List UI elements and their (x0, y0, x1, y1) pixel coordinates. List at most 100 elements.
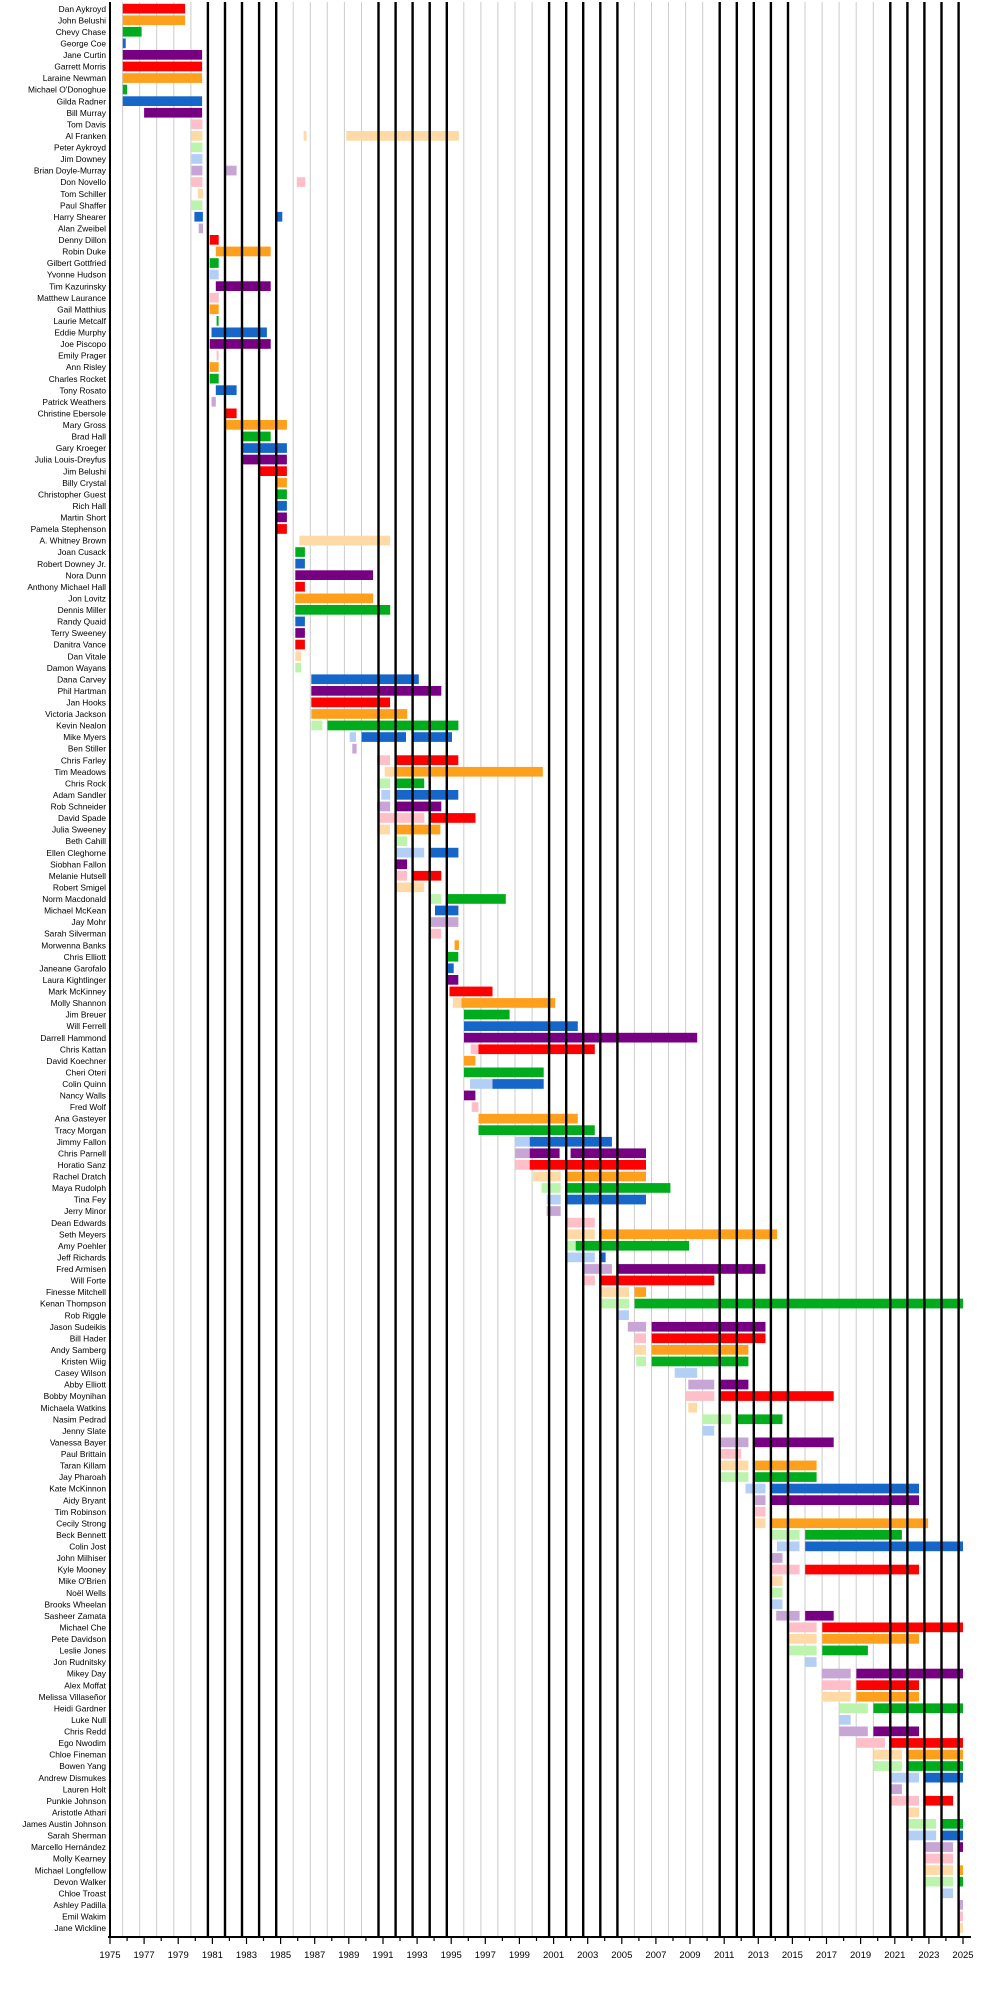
cast-member-label: Garrett Morris (54, 62, 106, 72)
cast-member-label: Gail Matthius (57, 304, 106, 314)
timeline-row: Bobby Moynihan (44, 1391, 834, 1401)
timeline-row: Janeane Garofalo (39, 963, 454, 973)
cast-member-label: Chloe Fineman (49, 1750, 106, 1760)
timeline-row: Jim Breuer (66, 1009, 510, 1020)
cast-member-label: Jim Belushi (63, 466, 106, 476)
axis-tick-label: 2011 (714, 1950, 734, 1961)
tenure-bar (873, 1726, 919, 1737)
cast-member-label: Kyle Mooney (58, 1565, 107, 1575)
cast-member-label: Laurie Metcalf (53, 316, 106, 326)
timeline-row: Victoria Jackson (45, 709, 408, 719)
tenure-bar (412, 870, 442, 881)
cast-member-label: Michael Longfellow (35, 1865, 107, 1875)
cast-member-label: Norm Macdonald (42, 894, 106, 904)
tenure-bar (565, 1217, 595, 1228)
cast-member-label: Casey Wilson (55, 1368, 107, 1378)
timeline-row: Molly Shannon (51, 998, 556, 1008)
tenure-bar (295, 558, 305, 569)
timeline-row: Tony Rosato (59, 385, 237, 395)
tenure-bar (224, 408, 237, 419)
timeline-row: Chris Farley (61, 755, 459, 765)
tenure-bar (958, 1923, 963, 1933)
tenure-bar (191, 177, 203, 187)
tenure-bar (719, 1460, 749, 1471)
timeline-row: Ellen Cleghorne (46, 847, 459, 858)
cast-member-label: David Koechner (46, 1056, 106, 1066)
cast-member-label: Abby Elliott (64, 1380, 107, 1390)
timeline-row: Aidy Bryant (63, 1495, 919, 1505)
cast-member-label: Tony Rosato (59, 385, 106, 395)
timeline-row: Paul Brittain (61, 1449, 742, 1459)
timeline-row: Ben Stiller (68, 744, 357, 754)
tenure-bar (771, 1483, 919, 1494)
timeline-row: Charles Rocket (49, 373, 219, 384)
tenure-bar (627, 1321, 647, 1332)
tenure-bar (839, 1715, 851, 1725)
tenure-bar (907, 1830, 937, 1841)
timeline-row: Ana Gasteyer (55, 1114, 578, 1124)
cast-member-label: Mark McKinney (48, 987, 107, 997)
timeline-row: Alex Moffat (64, 1680, 919, 1690)
cast-member-label: Mikey Day (67, 1669, 107, 1679)
timeline-row: Tina Fey (74, 1194, 646, 1205)
cast-member-label: Yvonne Hudson (47, 270, 106, 280)
timeline-row: Tom Davis (67, 119, 203, 129)
cast-member-label: Nasim Pedrad (53, 1414, 106, 1424)
timeline-row: Seth Meyers (59, 1229, 778, 1240)
cast-member-label: Fred Armisen (56, 1264, 106, 1274)
timeline-row: Jeff Richards (57, 1252, 606, 1263)
axis-tick-label: 2025 (952, 1950, 973, 1961)
tenure-bar (651, 1345, 749, 1355)
tenure-bar (515, 1160, 530, 1170)
cast-member-label: Tom Schiller (60, 189, 106, 199)
cast-member-label: Alan Zweibel (58, 224, 106, 234)
tenure-bar (216, 350, 219, 361)
tenure-bar (515, 1136, 530, 1147)
cast-member-label: Maya Rudolph (52, 1183, 106, 1193)
tenure-bar (634, 1298, 963, 1309)
tenure-bar (191, 165, 203, 176)
tenure-bar (890, 1772, 919, 1783)
cast-member-label: Harry Shearer (53, 212, 106, 222)
axis-tick-label: 2023 (918, 1950, 939, 1961)
tenure-bar (295, 570, 374, 580)
tenure-bar (770, 1576, 783, 1586)
cast-member-label: Punkie Johnson (46, 1796, 106, 1806)
axis-tick-label: 1979 (168, 1950, 189, 1961)
tenure-bar (311, 686, 442, 696)
timeline-row: Dean Edwards (51, 1217, 595, 1228)
cast-member-label: Tim Kazurinsky (49, 281, 107, 291)
timeline-row: Bill Murray (66, 108, 203, 118)
cast-member-label: Noël Wells (66, 1588, 106, 1598)
cast-member-label: Joe Piscopo (60, 339, 106, 349)
timeline-row: Siobhan Fallon (50, 859, 408, 869)
x-axis-ticks (109, 1937, 964, 1944)
cast-member-label: Jane Wickline (54, 1923, 106, 1933)
tenure-bar (122, 61, 203, 72)
tenure-bar (789, 1645, 817, 1656)
timeline-row: Chloe Fineman (49, 1750, 963, 1760)
tenure-bar (770, 1530, 800, 1540)
tenure-bar (787, 1622, 817, 1633)
cast-member-label: Seth Meyers (59, 1229, 106, 1239)
cast-member-label: Alex Moffat (64, 1680, 106, 1690)
cast-member-label: Terry Sweeney (51, 628, 107, 638)
cast-member-label: Brad Hall (72, 432, 107, 442)
tenure-bar (958, 1865, 963, 1875)
tenure-bar (771, 1495, 919, 1505)
tenure-bar (719, 1449, 742, 1459)
cast-member-label: Julia Louis-Dreyfus (35, 455, 106, 465)
timeline-row: Mike O'Brien (58, 1576, 783, 1586)
tenure-bar (753, 1460, 817, 1471)
cast-member-label: Fred Wolf (70, 1102, 107, 1112)
cast-member-label: Chris Rock (65, 778, 107, 788)
timeline-row: Jay Pharoah (59, 1472, 817, 1482)
timeline-row: Will Ferrell (66, 1021, 578, 1031)
timeline-row: Horatio Sanz (58, 1160, 646, 1170)
timeline-row: Jim Belushi (63, 466, 287, 476)
cast-member-label: Bill Murray (66, 108, 106, 118)
tenure-bar (688, 1379, 715, 1390)
cast-member-label: Andy Samberg (51, 1345, 107, 1355)
tenure-bar (600, 1229, 778, 1240)
timeline-row: Punkie Johnson (46, 1795, 954, 1806)
